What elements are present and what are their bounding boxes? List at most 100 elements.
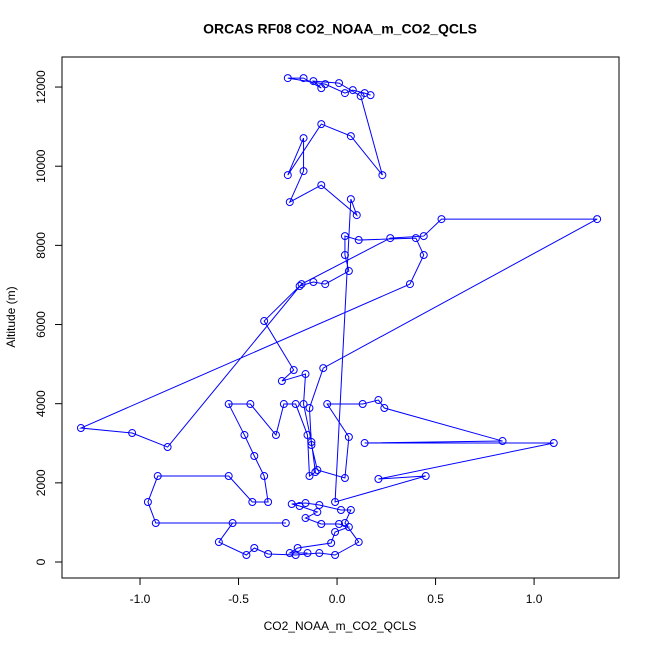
data-point bbox=[378, 171, 387, 180]
data-point bbox=[419, 232, 428, 241]
data-point bbox=[340, 251, 349, 260]
data-point bbox=[419, 251, 428, 260]
x-tick-label: 0.5 bbox=[427, 592, 444, 606]
data-point bbox=[348, 86, 357, 95]
data-point bbox=[358, 400, 367, 409]
x-tick-label: 1.0 bbox=[526, 592, 543, 606]
data-point bbox=[340, 474, 349, 483]
data-point bbox=[327, 539, 336, 548]
data-point bbox=[317, 181, 326, 190]
data-point bbox=[340, 89, 349, 98]
data-point bbox=[250, 543, 259, 552]
data-point bbox=[335, 79, 344, 88]
data-point bbox=[323, 400, 332, 409]
y-tick-label: 2000 bbox=[34, 469, 48, 496]
data-point bbox=[128, 429, 137, 438]
data-point bbox=[315, 549, 324, 558]
data-point bbox=[285, 198, 294, 207]
data-point bbox=[299, 74, 308, 83]
data-point bbox=[309, 77, 318, 86]
data-point bbox=[593, 215, 602, 224]
data-point bbox=[374, 475, 383, 484]
data-point bbox=[380, 404, 389, 413]
data-point bbox=[299, 167, 308, 176]
data-point bbox=[344, 433, 353, 442]
data-point bbox=[153, 472, 162, 481]
x-tick-label: -1.0 bbox=[130, 592, 151, 606]
data-point bbox=[143, 498, 152, 507]
data-point bbox=[354, 236, 363, 245]
data-point bbox=[299, 134, 308, 143]
data-point bbox=[307, 438, 316, 447]
data-point bbox=[301, 514, 310, 523]
data-point bbox=[313, 508, 322, 517]
data-point bbox=[264, 550, 273, 559]
data-point bbox=[437, 215, 446, 224]
data-point bbox=[248, 498, 257, 507]
data-point bbox=[315, 501, 324, 510]
data-point bbox=[281, 519, 290, 528]
data-point bbox=[311, 468, 320, 477]
data-point bbox=[336, 506, 345, 515]
x-tick-label: 0.0 bbox=[329, 592, 346, 606]
y-axis-label: Altitude (m) bbox=[4, 286, 18, 347]
data-point bbox=[498, 437, 507, 446]
data-point bbox=[313, 466, 322, 475]
data-point bbox=[279, 400, 288, 409]
data-point bbox=[346, 132, 355, 141]
data-point bbox=[317, 520, 326, 529]
data-point bbox=[335, 520, 344, 529]
data-point bbox=[289, 366, 298, 375]
data-point bbox=[271, 431, 280, 440]
data-point bbox=[250, 452, 259, 461]
data-point bbox=[301, 499, 310, 508]
data-point bbox=[346, 195, 355, 204]
data-point bbox=[346, 506, 355, 515]
y-tick-label: 4000 bbox=[34, 390, 48, 417]
data-point bbox=[242, 551, 251, 560]
y-tick-label: 12000 bbox=[34, 70, 48, 104]
plot-frame bbox=[61, 56, 620, 579]
data-point bbox=[309, 278, 318, 287]
data-point bbox=[240, 431, 249, 440]
data-point bbox=[293, 543, 302, 552]
data-point bbox=[151, 519, 160, 528]
data-point bbox=[228, 519, 237, 528]
data-point bbox=[283, 171, 292, 180]
chart-title: ORCAS RF08 CO2_NOAA_m_CO2_QCLS bbox=[203, 21, 477, 37]
data-point bbox=[260, 472, 269, 481]
data-point bbox=[321, 280, 330, 289]
data-point bbox=[352, 211, 361, 220]
data-point bbox=[331, 528, 340, 537]
data-point bbox=[405, 280, 414, 289]
data-point bbox=[317, 120, 326, 129]
data-point bbox=[224, 400, 233, 409]
data-point bbox=[285, 549, 294, 558]
data-line bbox=[78, 77, 598, 556]
data-point bbox=[299, 400, 308, 409]
data-point bbox=[321, 80, 330, 89]
data-point bbox=[340, 232, 349, 241]
data-point bbox=[291, 400, 300, 409]
data-point bbox=[295, 282, 304, 291]
data-point bbox=[305, 472, 314, 481]
data-point bbox=[224, 472, 233, 481]
y-tick-label: 0 bbox=[34, 558, 48, 565]
data-point bbox=[277, 377, 286, 386]
data-point bbox=[354, 538, 363, 547]
data-point bbox=[301, 370, 310, 379]
data-point bbox=[307, 441, 316, 450]
data-point bbox=[386, 234, 395, 243]
y-tick-label: 10000 bbox=[34, 149, 48, 183]
data-point bbox=[374, 396, 383, 405]
data-point bbox=[360, 89, 369, 98]
y-tick-label: 6000 bbox=[34, 311, 48, 338]
data-point bbox=[163, 443, 172, 452]
data-point bbox=[344, 267, 353, 276]
y-tick-label: 8000 bbox=[34, 232, 48, 259]
data-point bbox=[360, 439, 369, 448]
data-point bbox=[421, 472, 430, 481]
data-point bbox=[303, 549, 312, 558]
data-point bbox=[287, 500, 296, 509]
data-point bbox=[260, 317, 269, 326]
